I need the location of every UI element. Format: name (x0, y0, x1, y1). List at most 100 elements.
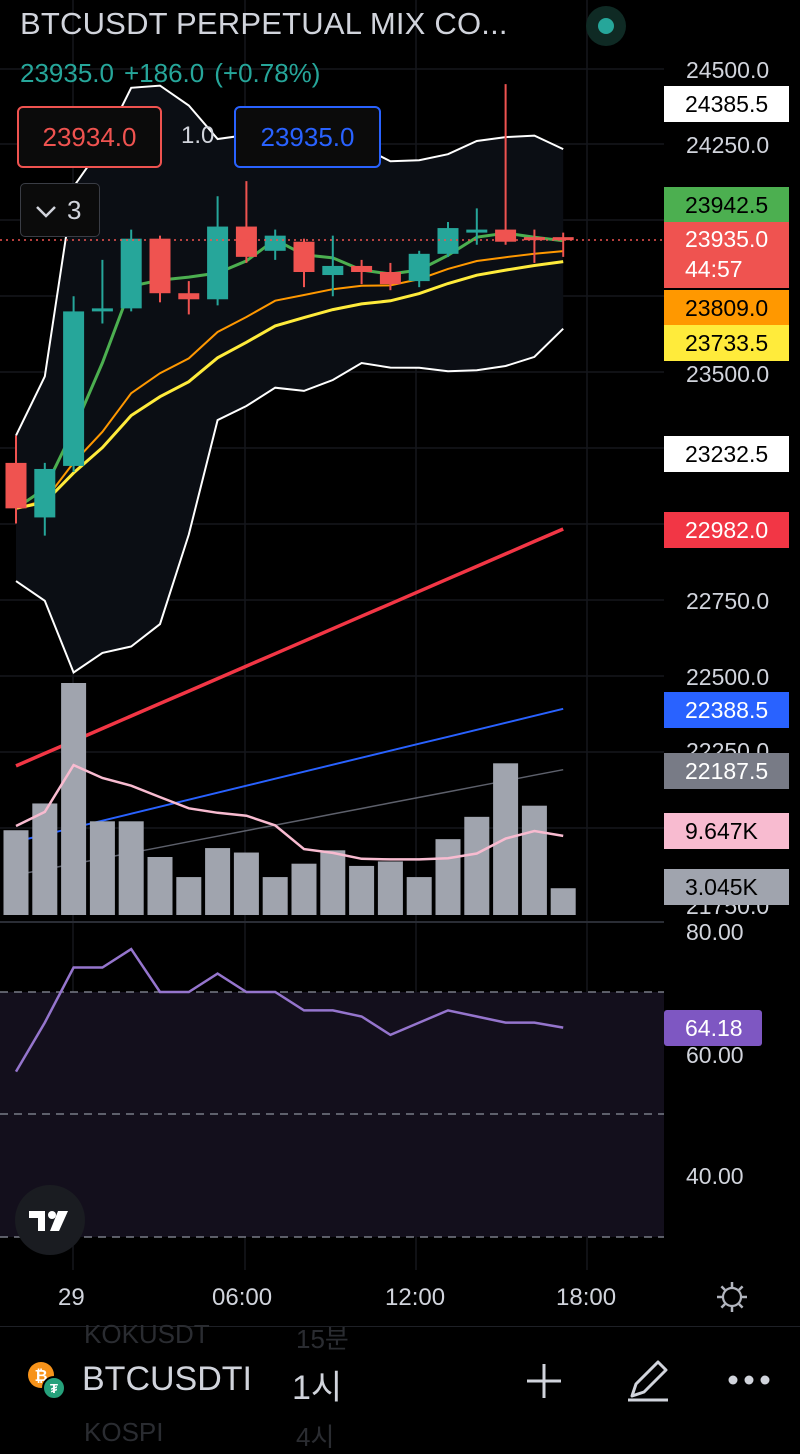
volume-bar (205, 848, 231, 915)
drawing-pen-icon[interactable] (624, 1356, 672, 1404)
ema-orange-tag: 23809.0 (664, 290, 789, 326)
volume-bar (89, 821, 115, 915)
ema-yellow-line (15, 260, 564, 510)
bollinger-fill (16, 85, 564, 673)
volume-bar (262, 877, 288, 915)
tradingview-logo-icon (29, 1211, 68, 1231)
rsi-axis-label: 40.00 (686, 1163, 744, 1189)
candle-body (466, 229, 488, 233)
bottom-toolbar: KOKUSDT 15분 KOSPI 4시 (0, 1319, 800, 1452)
candle-body (408, 253, 430, 282)
candle-body (120, 238, 142, 309)
volume-bar (32, 803, 58, 915)
ma-gray-tag: 22187.5 (664, 753, 789, 789)
volume-bar (147, 857, 173, 915)
rsi-axis-label: 60.00 (686, 1042, 744, 1068)
ghost-symbol-top: KOKUSDT (84, 1319, 210, 1349)
settings-gear-icon[interactable] (714, 1279, 750, 1315)
ghost-interval-top: 15분 (296, 1324, 349, 1354)
time-axis-label: 18:00 (556, 1284, 617, 1311)
indicators-toggle[interactable]: 3 (20, 183, 100, 237)
add-plus-icon[interactable] (524, 1361, 564, 1401)
ma-fast-tag: 23942.5 (664, 187, 789, 223)
candle-body (552, 237, 574, 241)
indicator-lines (15, 84, 564, 876)
market-status-indicator[interactable] (586, 6, 626, 46)
time-axis-label: 06:00 (212, 1284, 273, 1311)
chevron-down-icon (36, 206, 56, 218)
time-axis-label: 29 (58, 1284, 85, 1311)
candle-body (322, 265, 344, 276)
ma-fast-line (15, 231, 564, 510)
volume-tag: 3.045K (664, 869, 789, 905)
bollinger-band-area (16, 85, 564, 673)
candle-body (293, 241, 315, 273)
volume-bar (521, 805, 547, 915)
candle-countdown: 44:57 (685, 256, 743, 282)
volume-ma-lines (15, 763, 564, 861)
price-axis-label: 22750.0 (686, 588, 770, 614)
candle-body (149, 238, 171, 294)
volume-bar (291, 863, 317, 915)
volume-bar (435, 839, 461, 915)
candle-body (264, 235, 286, 251)
order-quantity[interactable]: 1.0 (181, 122, 215, 149)
symbol-selector[interactable]: BTCUSDTI (82, 1360, 252, 1398)
volume-bar (349, 865, 375, 915)
volume-bar (406, 877, 432, 915)
price-axis-label: 24250.0 (686, 132, 770, 158)
ghost-symbol-bottom: KOSPI (84, 1417, 164, 1447)
candle-body (379, 272, 401, 285)
price-change-pct: (+0.78%) (214, 58, 321, 88)
volume-ma-tag: 9.647K (664, 813, 789, 849)
tradingview-logo[interactable] (15, 1185, 85, 1255)
candle-body (91, 308, 113, 312)
buy-button[interactable]: 23935.0 (234, 106, 381, 168)
candle-body (5, 462, 27, 509)
rsi-axis-label: 80.00 (686, 919, 744, 945)
ema-orange-line (15, 250, 564, 510)
candle-body (437, 228, 459, 254)
candle-body (523, 237, 545, 241)
ma-red-tag: 22982.0 (664, 512, 789, 548)
volume-bar (233, 852, 259, 915)
price-axis-label: 23500.0 (686, 361, 770, 387)
svg-text:₮: ₮ (50, 1381, 58, 1396)
candle-body (178, 293, 200, 300)
volume-ma-line (15, 763, 564, 861)
ma-red-line (15, 527, 564, 768)
candle-body (235, 226, 257, 257)
symbol-title[interactable]: BTCUSDT PERPETUAL MIX CO... (20, 6, 508, 41)
ghost-interval-bottom: 4시 (296, 1422, 335, 1452)
time-axis-label: 12:00 (385, 1284, 446, 1311)
volume-bar (464, 816, 490, 915)
bitcoin-tether-icon: ₿ ₮ (28, 1362, 66, 1400)
volume-bars (3, 683, 576, 915)
ema-yellow-tag: 23733.5 (664, 325, 789, 361)
volume-bar (377, 861, 403, 915)
bb-upper-tag: 24385.5 (664, 86, 789, 122)
price-change: +186.0 (123, 58, 205, 88)
price-axis-label: 24500.0 (686, 57, 770, 83)
volume-bar (320, 850, 346, 915)
last-price: 23935.0 (20, 58, 114, 88)
interval-selector[interactable]: 1시 (292, 1369, 343, 1407)
volume-bar (550, 888, 576, 915)
candle-body (351, 265, 373, 273)
candles (5, 84, 574, 536)
last-price-tag-value: 23935.0 (685, 226, 769, 252)
sell-button[interactable]: 23934.0 (17, 106, 162, 168)
bb-lower-tag: 23232.5 (664, 436, 789, 472)
volume-bar (176, 877, 202, 915)
candle-body (34, 468, 56, 518)
ma-blue-tag: 22388.5 (664, 692, 789, 728)
bollinger-lower-line (15, 327, 564, 675)
rsi-line (14, 947, 564, 1073)
candle-body (495, 229, 517, 242)
indicator-count: 3 (67, 195, 82, 225)
volume-bar (118, 821, 144, 915)
volume-bar (61, 683, 87, 915)
more-options-icon[interactable] (726, 1370, 772, 1390)
candle-body (63, 311, 85, 466)
rsi-value-tag: 64.18 (664, 1010, 762, 1046)
